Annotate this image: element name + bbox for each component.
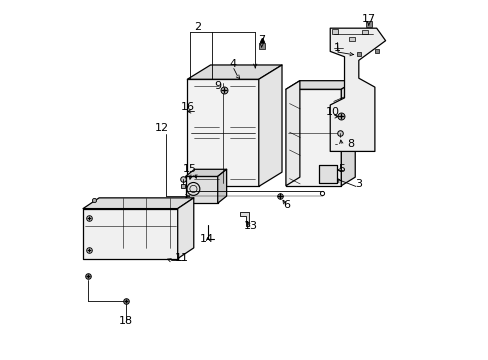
Text: 1: 1 bbox=[333, 43, 340, 53]
Text: 11: 11 bbox=[175, 253, 188, 263]
Text: 3: 3 bbox=[355, 179, 362, 189]
Bar bbox=[348, 37, 354, 41]
Polygon shape bbox=[177, 198, 193, 258]
Polygon shape bbox=[187, 79, 258, 186]
Polygon shape bbox=[341, 81, 354, 186]
Bar bbox=[332, 29, 337, 33]
Text: 8: 8 bbox=[346, 139, 354, 149]
Text: 5: 5 bbox=[338, 163, 345, 174]
Text: 4: 4 bbox=[229, 59, 236, 69]
Text: 16: 16 bbox=[180, 102, 194, 112]
Text: 15: 15 bbox=[183, 163, 197, 174]
Polygon shape bbox=[318, 165, 337, 183]
Text: 12: 12 bbox=[154, 123, 168, 133]
Text: 7: 7 bbox=[258, 35, 264, 45]
Polygon shape bbox=[329, 28, 385, 152]
Text: 14: 14 bbox=[200, 234, 214, 244]
Polygon shape bbox=[185, 176, 217, 203]
Text: 6: 6 bbox=[283, 200, 289, 210]
Polygon shape bbox=[217, 169, 226, 203]
Text: 10: 10 bbox=[325, 107, 339, 117]
Text: 2: 2 bbox=[194, 22, 201, 32]
Polygon shape bbox=[285, 81, 354, 89]
Polygon shape bbox=[185, 169, 226, 176]
Polygon shape bbox=[187, 65, 282, 79]
Polygon shape bbox=[285, 89, 341, 186]
Polygon shape bbox=[285, 81, 299, 186]
Text: 17: 17 bbox=[361, 14, 375, 23]
Polygon shape bbox=[83, 198, 193, 208]
Text: 13: 13 bbox=[244, 221, 257, 231]
Polygon shape bbox=[240, 212, 248, 226]
Polygon shape bbox=[83, 208, 177, 258]
Polygon shape bbox=[258, 65, 282, 186]
Text: 18: 18 bbox=[119, 316, 133, 326]
Text: 9: 9 bbox=[214, 81, 221, 91]
Bar bbox=[362, 30, 367, 34]
